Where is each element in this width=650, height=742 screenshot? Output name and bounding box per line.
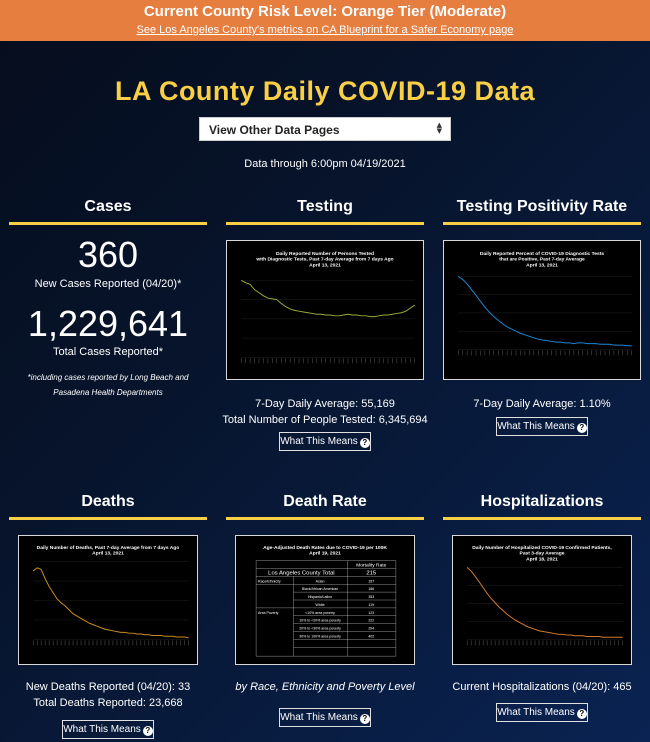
- total-deaths: Total Deaths Reported: 23,668: [33, 697, 183, 709]
- question-icon: ?: [359, 714, 370, 724]
- death-rate-row-value: 123: [368, 611, 374, 615]
- hospitalizations-chart-svg: Daily Number of Hospitalized COVID-19 Co…: [466, 545, 623, 646]
- deaths-chart[interactable]: Daily Number of Deaths, Past 7-day Avera…: [18, 535, 198, 665]
- hospitalizations-chart[interactable]: Daily Number of Hospitalized COVID-19 Co…: [452, 535, 632, 665]
- positivity-avg: 7-Day Daily Average: 1.10%: [473, 398, 611, 410]
- hosp-button-label: What This Means: [497, 707, 575, 718]
- positivity-chart-title-3: April 13, 2021: [526, 263, 558, 269]
- positivity-button-label: What This Means: [497, 421, 575, 432]
- new-cases-value: 360: [77, 234, 139, 275]
- risk-level-title: Current County Risk Level: Orange Tier (…: [143, 3, 507, 20]
- data-through-text: Data through 6:00pm 04/19/2021: [244, 158, 406, 170]
- death-rate-row-label: Black/African American: [302, 587, 338, 591]
- testing-chart-svg: Daily Reported Number of Persons Tested …: [240, 251, 415, 364]
- question-icon: ?: [359, 438, 370, 448]
- positivity-what-this-means-button[interactable]: What This Means?: [496, 417, 588, 436]
- death-rate-row-value: 222: [368, 619, 374, 623]
- question-icon: ?: [576, 709, 587, 719]
- mortality-rate-header: Mortality Rate: [356, 563, 387, 569]
- positivity-chart-axes: [458, 276, 632, 356]
- testing-chart-title-1: Daily Reported Number of Persons Tested: [276, 251, 374, 257]
- positivity-chart-title-1: Daily Reported Percent of COVID-19 Diagn…: [480, 251, 605, 257]
- deaths-chart-axes: [32, 561, 189, 646]
- positivity-chart-title-2: that are Positive, Past 7-day Average: [499, 257, 585, 263]
- data-pages-select[interactable]: View Other Data Pages ▲ ▼: [199, 117, 451, 141]
- testing-chart[interactable]: Daily Reported Number of Persons Tested …: [226, 240, 424, 380]
- hosp-chart-title-2: Past 3-day Average: [520, 551, 565, 557]
- deaths-heading: Deaths: [9, 493, 207, 520]
- death-rate-table-grid: [255, 560, 397, 657]
- current-hospitalizations: Current Hospitalizations (04/20): 465: [452, 681, 632, 693]
- death-rate-heading: Death Rate: [226, 493, 424, 520]
- testing-what-this-means-button[interactable]: What This Means?: [279, 432, 371, 451]
- death-rate-caption: by Race, Ethnicity and Poverty Level: [235, 681, 415, 693]
- select-arrows-icon: ▲ ▼: [436, 121, 442, 135]
- la-county-total-label: Los Angeles County Total: [268, 570, 334, 576]
- death-rate-rows: Race/Ethnicity Asian 157 Black/African Amer…: [258, 579, 374, 638]
- testing-series-line: [240, 279, 415, 318]
- death-rate-row-label: Hispanic/Latino: [308, 595, 332, 599]
- deaths-series-line: [32, 567, 189, 639]
- death-rate-table-box[interactable]: Age-Adjusted Death Rates due to COVID-19…: [235, 535, 415, 665]
- death-rate-row-value: 353: [368, 595, 374, 599]
- hosp-what-this-means-button[interactable]: What This Means?: [496, 703, 588, 722]
- death-rate-row-value: 186: [368, 587, 374, 591]
- death-rate-title-2: April 19, 2021: [309, 551, 341, 557]
- la-county-total-value: 215: [366, 570, 377, 576]
- hospitalizations-heading: Hospitalizations: [443, 493, 641, 520]
- positivity-heading: Testing Positivity Rate: [443, 198, 641, 225]
- testing-chart-title-2: with Diagnostic Tests, Past 7-day Averag…: [255, 257, 393, 263]
- death-rate-row-label: 30% to 100% area poverty: [299, 634, 341, 638]
- death-rate-row-value: 402: [368, 634, 374, 638]
- death-rate-row-label: <10% area poverty: [305, 611, 335, 615]
- question-icon: ?: [576, 423, 587, 433]
- death-rate-group-label: Race/Ethnicity: [258, 579, 281, 583]
- testing-total: Total Number of People Tested: 6,345,694: [222, 414, 428, 426]
- death-rate-row-value: 157: [368, 579, 374, 583]
- death-rate-row-value: 119: [368, 603, 374, 607]
- risk-level-banner: Current County Risk Level: Orange Tier (…: [0, 0, 650, 41]
- deaths-button-label: What This Means: [63, 724, 141, 735]
- death-rate-group-label: Area Poverty: [258, 611, 279, 615]
- death-rate-row-label: 20% to <30% area poverty: [299, 627, 341, 631]
- total-cases-label: Total Cases Reported*: [52, 346, 164, 358]
- hosp-chart-title-3: April 18, 2021: [526, 557, 558, 563]
- deaths-chart-svg: Daily Number of Deaths, Past 7-day Avera…: [32, 545, 189, 646]
- death-rate-table-svg: Age-Adjusted Death Rates due to COVID-19…: [255, 545, 397, 657]
- testing-chart-axes: [241, 280, 415, 364]
- death-rate-row-label: Asian: [316, 579, 325, 583]
- death-rate-row-value: 294: [368, 627, 374, 631]
- death-rate-row-label: White: [316, 603, 325, 607]
- positivity-chart-svg: Daily Reported Percent of COVID-19 Diagn…: [457, 251, 632, 356]
- testing-button-label: What This Means: [280, 436, 358, 447]
- death-rate-button-label: What This Means: [280, 712, 358, 723]
- new-cases-label: New Cases Reported (04/20)*: [34, 278, 182, 290]
- deaths-what-this-means-button[interactable]: What This Means?: [62, 720, 154, 739]
- question-icon: ?: [142, 726, 153, 736]
- deaths-chart-title-2: April 13, 2021: [92, 551, 124, 557]
- testing-chart-title-3: April 13, 2021: [309, 263, 341, 269]
- positivity-series-line: [457, 276, 632, 347]
- select-value: View Other Data Pages: [209, 123, 340, 137]
- testing-avg: 7-Day Daily Average: 55,169: [255, 398, 395, 410]
- death-rate-row-label: 10% to <20% area poverty: [299, 619, 341, 623]
- testing-heading: Testing: [226, 198, 424, 225]
- death-rate-what-this-means-button[interactable]: What This Means?: [279, 708, 371, 727]
- page-title: LA County Daily COVID-19 Data: [114, 76, 536, 106]
- blueprint-link[interactable]: See Los Angeles County's metrics on CA B…: [136, 24, 514, 36]
- hospitalizations-series-line: [466, 567, 623, 638]
- cases-heading: Cases: [9, 198, 207, 225]
- positivity-chart[interactable]: Daily Reported Percent of COVID-19 Diagn…: [443, 240, 641, 380]
- new-deaths: New Deaths Reported (04/20): 33: [25, 681, 191, 693]
- hosp-chart-title-1: Daily Number of Hospitalized COVID-19 Co…: [472, 545, 612, 551]
- cases-footnote: *including cases reported by Long Beach …: [27, 373, 189, 397]
- total-cases-value: 1,229,641: [27, 303, 189, 344]
- hosp-chart-axes: [466, 567, 623, 646]
- death-rate-title-1: Age-Adjusted Death Rates due to COVID-19…: [263, 545, 387, 551]
- deaths-chart-title-1: Daily Number of Deaths, Past 7-day Avera…: [37, 545, 180, 551]
